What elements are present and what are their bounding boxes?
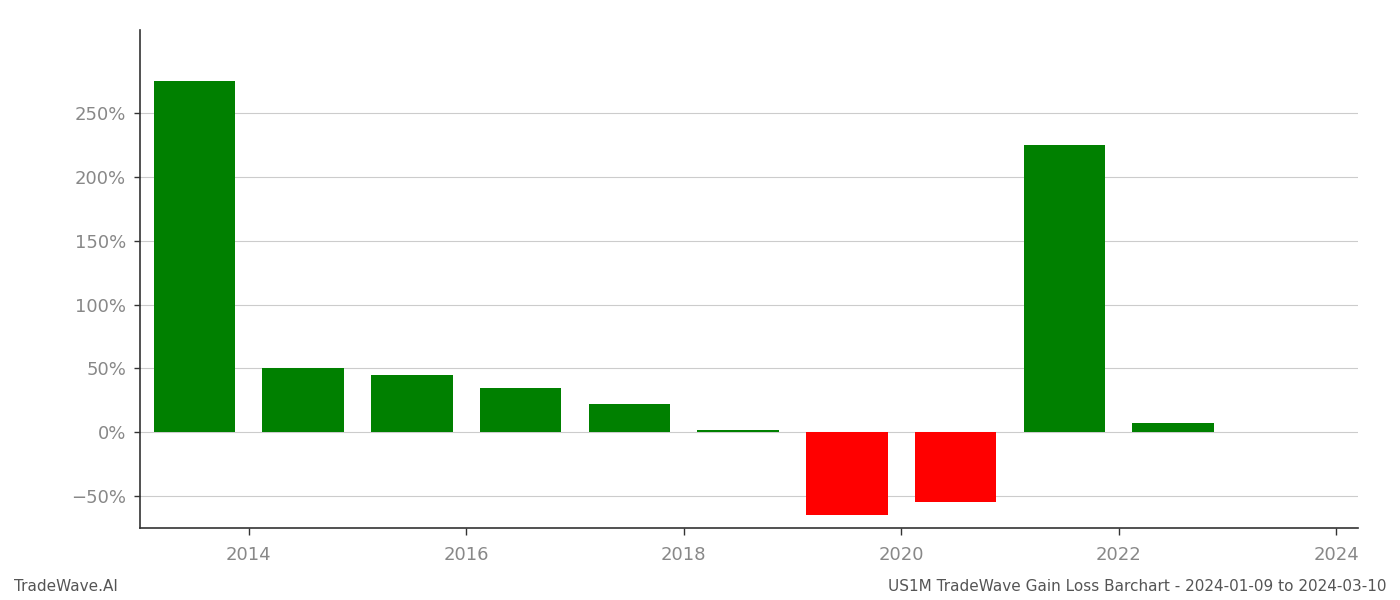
Bar	[480, 388, 561, 432]
Bar	[697, 430, 778, 432]
Bar	[1023, 145, 1105, 432]
Bar	[154, 81, 235, 432]
Bar	[262, 368, 344, 432]
Bar	[1133, 423, 1214, 432]
Bar	[371, 375, 452, 432]
Bar	[588, 404, 671, 432]
Bar	[914, 432, 997, 502]
Text: US1M TradeWave Gain Loss Barchart - 2024-01-09 to 2024-03-10: US1M TradeWave Gain Loss Barchart - 2024…	[888, 579, 1386, 594]
Text: TradeWave.AI: TradeWave.AI	[14, 579, 118, 594]
Bar	[806, 432, 888, 515]
